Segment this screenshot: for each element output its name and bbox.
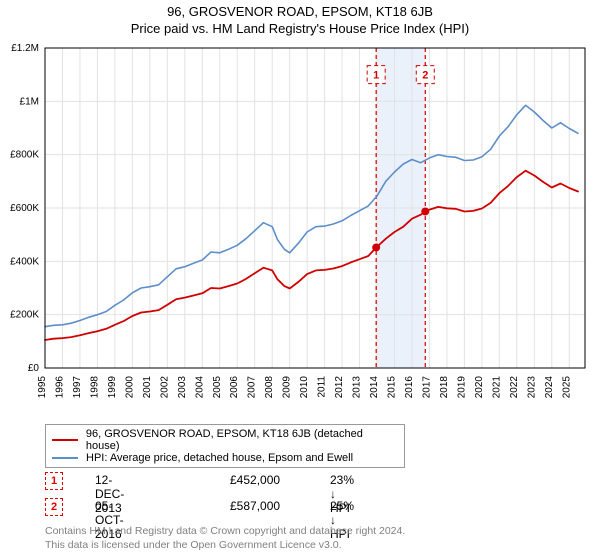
legend-row: 96, GROSVENOR ROAD, EPSOM, KT18 6JB (det… [52, 428, 398, 452]
x-tick-label: 2005 [212, 376, 223, 399]
x-tick-label: 2022 [509, 376, 520, 399]
x-tick-label: 2017 [421, 376, 432, 399]
x-tick-label: 2025 [561, 376, 572, 399]
x-tick-label: 2013 [352, 376, 363, 399]
x-tick-label: 2015 [387, 376, 398, 399]
legend-swatch [52, 457, 78, 459]
y-tick-label: £0 [28, 363, 40, 374]
x-tick-label: 2000 [124, 376, 135, 399]
x-tick-label: 2016 [404, 376, 415, 399]
x-tick-label: 2003 [177, 376, 188, 399]
x-tick-label: 1997 [72, 376, 83, 399]
chart-legend: 96, GROSVENOR ROAD, EPSOM, KT18 6JB (det… [45, 424, 405, 468]
legend-label: HPI: Average price, detached house, Epso… [86, 452, 353, 464]
x-tick-label: 2020 [474, 376, 485, 399]
x-tick-label: 1998 [89, 376, 100, 399]
sale-badge: 1 [45, 472, 63, 490]
sale-point [372, 243, 380, 251]
event-badge: 2 [422, 70, 428, 82]
x-tick-label: 2024 [544, 376, 555, 399]
attribution-line1: Contains HM Land Registry data © Crown c… [45, 524, 405, 538]
x-tick-label: 2009 [282, 376, 293, 399]
y-tick-label: £1M [20, 96, 39, 107]
attribution-notes: Contains HM Land Registry data © Crown c… [45, 524, 405, 552]
x-tick-label: 2006 [229, 376, 240, 399]
x-tick-label: 2004 [194, 376, 205, 399]
x-tick-label: 2010 [299, 376, 310, 399]
sale-point [421, 207, 429, 215]
x-tick-label: 2002 [159, 376, 170, 399]
x-tick-label: 2011 [317, 376, 328, 398]
x-tick-label: 2007 [247, 376, 258, 399]
x-tick-label: 1995 [37, 376, 48, 399]
y-tick-label: £1.2M [11, 43, 39, 54]
x-tick-label: 2019 [456, 376, 467, 399]
y-tick-label: £200K [10, 310, 39, 321]
y-tick-label: £600K [10, 203, 39, 214]
x-tick-label: 2014 [369, 376, 380, 399]
legend-swatch [52, 439, 78, 441]
x-tick-label: 2021 [491, 376, 502, 399]
x-tick-label: 1996 [54, 376, 65, 399]
sale-price: £452,000 [230, 473, 280, 487]
x-tick-label: 2008 [264, 376, 275, 399]
x-tick-label: 2012 [334, 376, 345, 399]
legend-label: 96, GROSVENOR ROAD, EPSOM, KT18 6JB (det… [86, 428, 398, 452]
legend-row: HPI: Average price, detached house, Epso… [52, 452, 398, 464]
x-tick-label: 2018 [439, 376, 450, 399]
y-tick-label: £400K [10, 256, 39, 267]
line-chart: £0 £200K £400K £600K £800K £1M £1.2M 1995 1996 19… [0, 0, 600, 428]
sale-price: £587,000 [230, 499, 280, 513]
y-tick-label: £800K [10, 150, 39, 161]
x-tick-label: 2023 [526, 376, 537, 399]
x-tick-label: 2001 [142, 376, 153, 399]
sale-badge: 2 [45, 498, 63, 516]
x-tick-label: 1999 [107, 376, 118, 399]
attribution-line2: This data is licensed under the Open Gov… [45, 538, 405, 552]
event-badge: 1 [373, 70, 379, 82]
